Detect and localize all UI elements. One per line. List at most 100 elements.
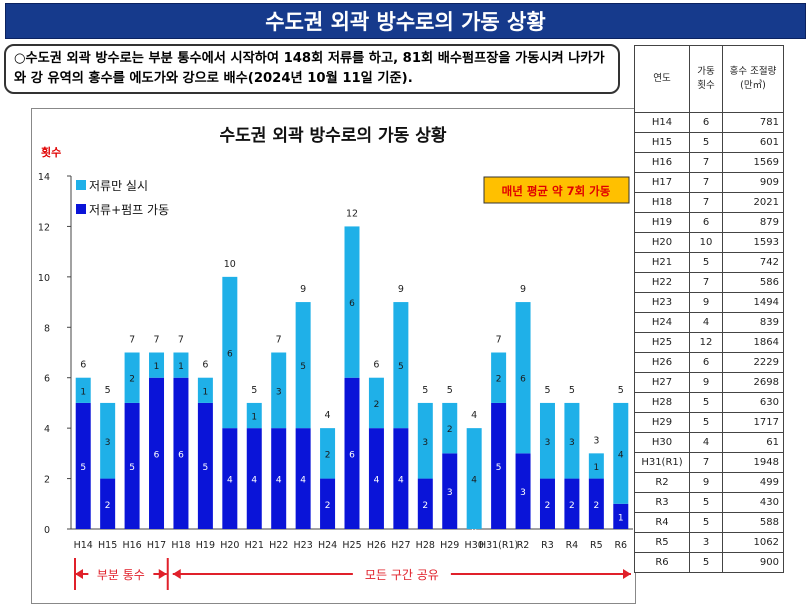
total-label: 9	[398, 284, 404, 295]
bar-stored-pump	[491, 402, 507, 529]
y-tick-label: 14	[38, 172, 50, 183]
cell-count: 3	[689, 532, 723, 553]
cell-volume: 2021	[722, 192, 784, 213]
legend-label-stored-only: 저류만 실시	[89, 179, 148, 193]
x-tick-label: H15	[98, 540, 117, 551]
bar-stored-pump	[320, 478, 336, 529]
y-tick-label: 0	[44, 525, 50, 536]
value-label-stored-only: 1	[203, 387, 209, 397]
value-label-stored-pump: 2	[325, 501, 331, 511]
total-label: 7	[276, 335, 282, 346]
cell-volume: 2698	[722, 372, 784, 393]
total-label: 3	[593, 435, 599, 446]
bar-stored-only	[100, 402, 116, 479]
cell-volume: 839	[722, 312, 784, 333]
cell-count: 7	[689, 152, 723, 173]
cell-volume: 1948	[722, 452, 784, 473]
table-row: H22 7 586	[634, 272, 784, 293]
period-arrow-head-right	[158, 569, 167, 579]
value-label-stored-only: 6	[349, 299, 355, 309]
cell-volume: 1569	[722, 152, 784, 173]
total-label: 5	[251, 385, 257, 396]
total-label: 4	[325, 410, 331, 421]
table-row: H26 6 2229	[634, 352, 784, 373]
cell-volume: 742	[722, 252, 784, 273]
value-label-stored-only: 5	[300, 362, 306, 372]
table-row: H31(R1) 7 1948	[634, 452, 784, 473]
cell-count: 9	[689, 292, 723, 313]
value-label-stored-pump: 5	[129, 463, 135, 473]
value-label-stored-pump: 3	[520, 488, 526, 498]
cell-count: 5	[689, 132, 723, 153]
bar-stored-pump	[368, 428, 384, 529]
total-label: 5	[569, 385, 575, 396]
bar-stored-only	[393, 302, 409, 429]
cell-volume: 588	[722, 512, 784, 533]
total-label: 5	[105, 385, 111, 396]
table-row: H29 5 1717	[634, 412, 784, 433]
value-label-stored-only: 5	[398, 362, 404, 372]
value-label-stored-pump: 2	[593, 501, 599, 511]
value-label-stored-only: 2	[447, 425, 453, 435]
cell-count: 4	[689, 432, 723, 453]
cell-era: H26	[634, 352, 690, 373]
bar-stored-pump	[515, 453, 531, 529]
bar-stored-pump	[271, 428, 287, 529]
x-tick-label: R4	[566, 540, 579, 551]
table-row: H15 5 601	[634, 132, 784, 153]
total-label: 7	[178, 335, 184, 346]
cell-count: 10	[689, 232, 723, 253]
legend-swatch-stored-only	[76, 180, 86, 190]
value-label-stored-only: 2	[496, 375, 502, 385]
cell-count: 7	[689, 192, 723, 213]
table-row: R3 5 430	[634, 492, 784, 513]
cell-volume: 586	[722, 272, 784, 293]
x-tick-label: H30	[465, 540, 484, 551]
bar-stored-only	[466, 428, 482, 529]
value-label-stored-only: 1	[178, 362, 184, 372]
bar-stored-pump	[124, 402, 140, 529]
cell-count: 5	[689, 552, 723, 573]
cell-volume: 601	[722, 132, 784, 153]
cell-count: 6	[689, 352, 723, 373]
average-callout-box	[483, 176, 630, 204]
cell-era: H17	[634, 172, 690, 193]
bar-stored-pump	[417, 478, 433, 529]
cell-era: R6	[634, 552, 690, 573]
y-tick-label: 12	[38, 222, 50, 233]
bar-stored-only	[222, 276, 238, 429]
value-label-stored-pump: 4	[227, 476, 233, 486]
operation-table: 연도 가동 횟수 홍수 조절량(만㎥) H14 6 781 H15 5 601 H16 7 15…	[634, 45, 784, 573]
bar-stored-pump	[393, 428, 409, 529]
y-tick-label: 8	[44, 323, 50, 334]
value-label-stored-pump: 4	[398, 476, 404, 486]
value-label-stored-only: 3	[105, 438, 111, 448]
cell-volume: 1494	[722, 292, 784, 313]
y-tick-label: 10	[38, 273, 50, 284]
cell-count: 9	[689, 472, 723, 493]
cell-count: 7	[689, 272, 723, 293]
total-label: 5	[544, 385, 550, 396]
bar-stored-only	[124, 352, 140, 403]
x-tick-label: H28	[416, 540, 435, 551]
total-label: 9	[300, 284, 306, 295]
bar-stored-only	[75, 377, 91, 403]
bar-stored-pump	[149, 377, 165, 529]
cell-era: H20	[634, 232, 690, 253]
value-label-stored-only: 1	[593, 463, 599, 473]
cell-era: H21	[634, 252, 690, 273]
period-label-bg	[352, 565, 451, 583]
cell-count: 6	[689, 212, 723, 233]
cell-era: R3	[634, 492, 690, 513]
value-label-stored-pump: 4	[276, 476, 282, 486]
table-row: H17 7 909	[634, 172, 784, 193]
bar-stored-only	[588, 453, 604, 479]
total-label: 7	[153, 335, 159, 346]
value-label-stored-pump: 5	[203, 463, 209, 473]
value-label-stored-only: 4	[618, 450, 624, 460]
value-label-stored-pump: 4	[251, 476, 257, 486]
cell-volume: 2229	[722, 352, 784, 373]
bar-stored-only	[491, 352, 507, 403]
legend-swatch-stored-pump	[76, 204, 86, 214]
bar-stored-only	[320, 428, 336, 479]
